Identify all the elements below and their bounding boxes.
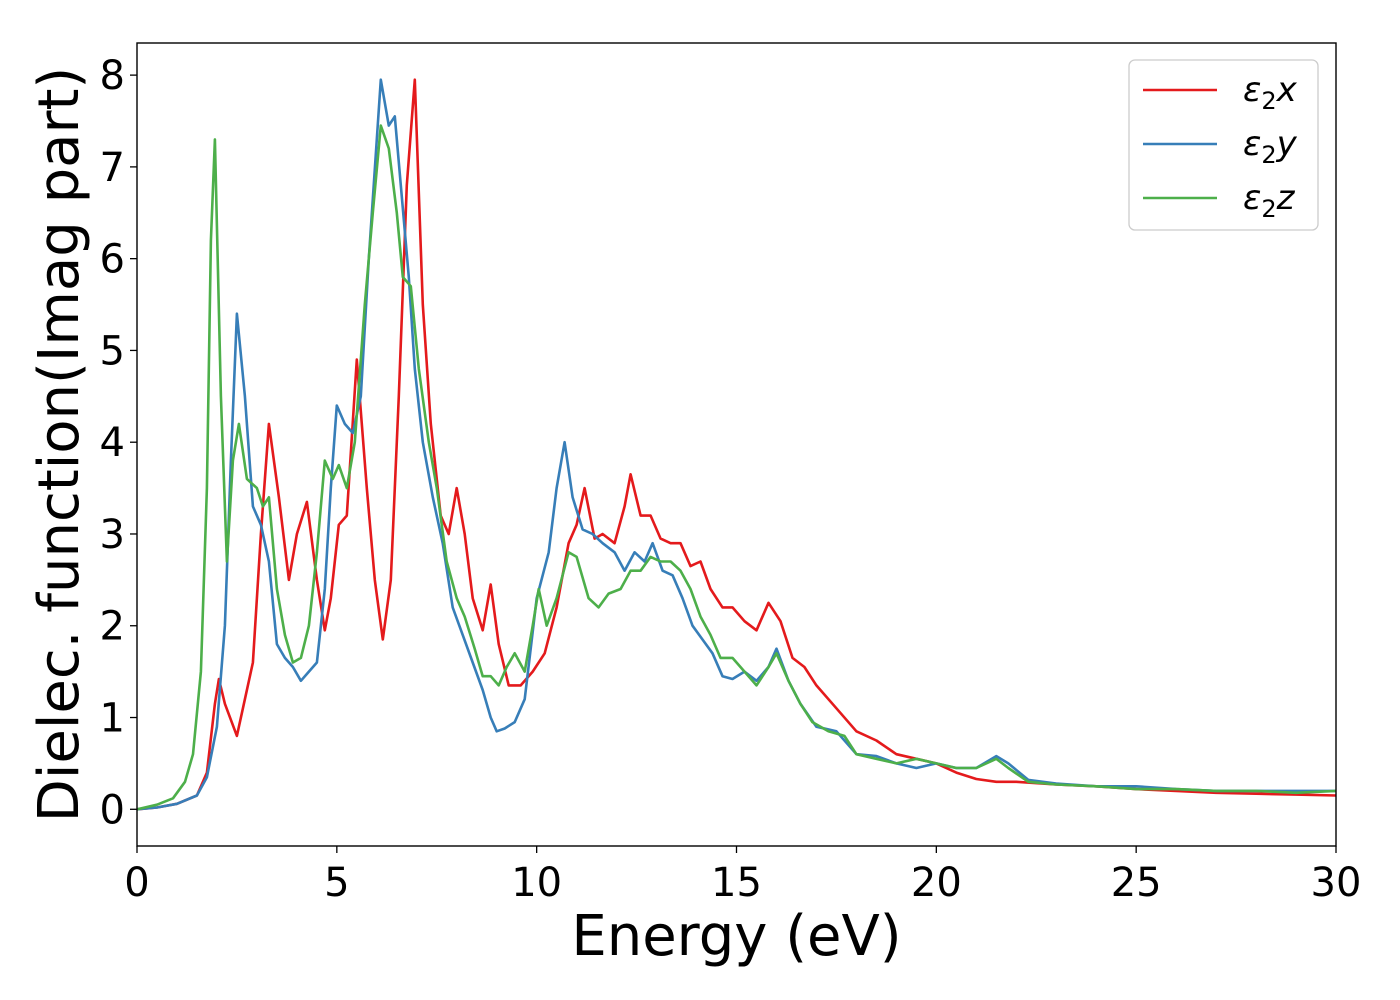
series-line-z <box>137 124 1336 811</box>
x-tick-label: 15 <box>711 860 762 906</box>
x-axis-title: Energy (eV) <box>571 904 901 969</box>
y-tick-label: 6 <box>100 237 125 283</box>
y-tick-label: 2 <box>100 604 125 650</box>
x-tick-label: 30 <box>1311 860 1362 906</box>
y-tick-label: 7 <box>100 145 125 191</box>
series-layer <box>137 78 1336 811</box>
legend-label-z: ε2z <box>1243 178 1296 223</box>
y-tick-label: 5 <box>100 328 125 374</box>
x-tick-label: 5 <box>324 860 349 906</box>
x-tick-label: 20 <box>911 860 962 906</box>
y-tick-label: 0 <box>100 787 125 833</box>
legend-label-y: ε2y <box>1243 124 1298 169</box>
x-tick-label: 0 <box>124 860 149 906</box>
y-tick-label: 4 <box>100 420 125 466</box>
y-axis-title: Dielec. function(Imag part) <box>27 67 92 823</box>
x-tick-label: 25 <box>1111 860 1162 906</box>
y-tick-label: 1 <box>100 696 125 742</box>
legend-box <box>1128 59 1319 231</box>
legend: ε2x ε2y ε2z <box>1128 59 1319 231</box>
x-tick-label: 10 <box>511 860 562 906</box>
series-line-x <box>137 78 1336 811</box>
y-tick-label: 8 <box>100 53 125 99</box>
y-tick-label: 3 <box>100 512 125 558</box>
tick-layer: 0 5 10 15 20 25 30 0 1 2 3 4 5 6 7 8 <box>100 53 1362 906</box>
legend-label-x: ε2x <box>1243 70 1298 115</box>
